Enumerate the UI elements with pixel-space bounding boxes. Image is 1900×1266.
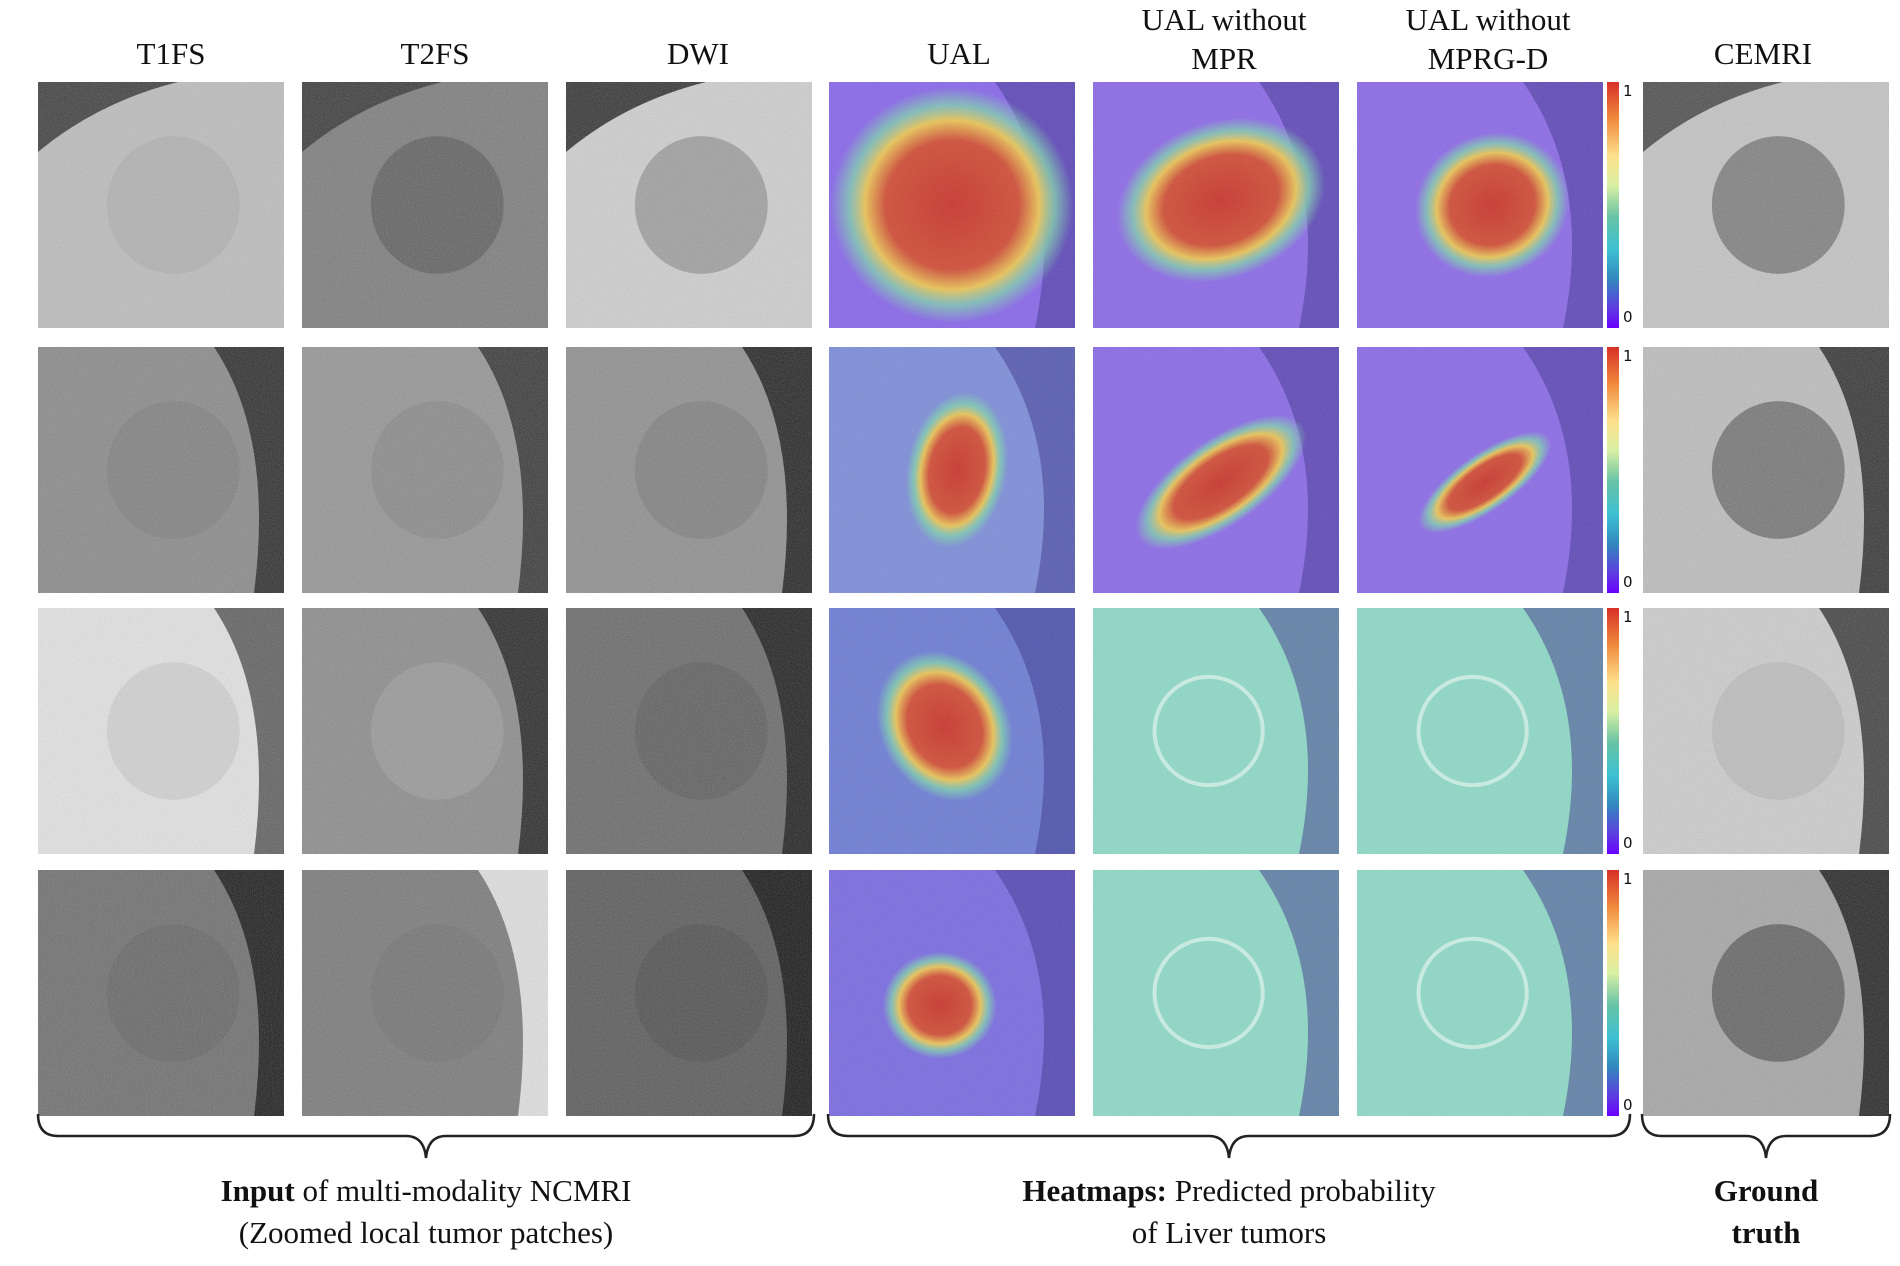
- image-tile-t2fs: [302, 870, 548, 1116]
- column-header-ual-without-mpr: UAL without MPR: [1087, 0, 1361, 78]
- colorbar: 1 0: [1607, 82, 1633, 328]
- image-tile-t1fs: [38, 870, 284, 1116]
- heatmaps-caption: Heatmaps: Predicted probability of Liver…: [826, 1170, 1632, 1254]
- heatmaps-caption-line2: of Liver tumors: [1131, 1215, 1327, 1250]
- ground-truth-brace: [1640, 1113, 1892, 1159]
- ground-truth-caption-bold: Ground: [1713, 1173, 1819, 1208]
- image-tile-ual: [829, 608, 1075, 854]
- input-brace: [36, 1113, 816, 1159]
- ground-truth-caption: Ground truth: [1640, 1170, 1892, 1254]
- column-header-line2: MPRG-D: [1427, 41, 1549, 76]
- heatmaps-caption-bold: Heatmaps:: [1022, 1173, 1168, 1208]
- colorbar-min-label: 0: [1623, 1096, 1633, 1114]
- image-tile-ual: [829, 82, 1075, 328]
- colorbar-gradient: [1607, 347, 1619, 593]
- colorbar: 1 0: [1607, 870, 1633, 1116]
- column-header-t2fs: T2FS: [298, 34, 572, 73]
- column-header-t1fs: T1FS: [34, 34, 308, 73]
- colorbar-min-label: 0: [1623, 834, 1633, 852]
- column-header-line1: T1FS: [136, 36, 206, 71]
- image-tile-t1fs: [38, 608, 284, 854]
- column-header-line1: UAL: [927, 36, 991, 71]
- input-caption: Input of multi-modality NCMRI (Zoomed lo…: [36, 1170, 816, 1254]
- image-tile-t1fs: [38, 347, 284, 593]
- colorbar-max-label: 1: [1623, 608, 1633, 626]
- column-header-line1: CEMRI: [1713, 36, 1813, 71]
- image-tile-dwi: [566, 608, 812, 854]
- image-tile-cemri: [1643, 870, 1889, 1116]
- image-tile-ual-without-mpr: [1093, 82, 1339, 328]
- image-tile-t2fs: [302, 347, 548, 593]
- image-tile-ual-without-mpr: [1093, 347, 1339, 593]
- image-tile-t1fs: [38, 82, 284, 328]
- image-tile-t2fs: [302, 608, 548, 854]
- image-tile-ual-without-mpr: [1093, 870, 1339, 1116]
- colorbar-max-label: 1: [1623, 82, 1633, 100]
- image-tile-ual: [829, 347, 1075, 593]
- image-tile-t2fs: [302, 82, 548, 328]
- image-tile-ual-without-mprg-d: [1357, 608, 1603, 854]
- column-header-cemri: CEMRI: [1626, 34, 1900, 73]
- image-tile-dwi: [566, 82, 812, 328]
- heatmaps-brace: [826, 1113, 1632, 1159]
- colorbar-max-label: 1: [1623, 347, 1633, 365]
- column-header-line2: MPR: [1191, 41, 1257, 76]
- image-tile-ual-without-mprg-d: [1357, 347, 1603, 593]
- input-caption-line2: (Zoomed local tumor patches): [238, 1215, 614, 1250]
- image-tile-dwi: [566, 870, 812, 1116]
- column-header-line1: UAL without: [1141, 2, 1307, 37]
- column-header-line1: T2FS: [400, 36, 470, 71]
- colorbar-gradient: [1607, 870, 1619, 1116]
- ground-truth-caption-line2: truth: [1731, 1215, 1801, 1250]
- image-tile-cemri: [1643, 608, 1889, 854]
- column-header-ual-without-mprg-d: UAL without MPRG-D: [1351, 0, 1625, 78]
- colorbar-gradient: [1607, 82, 1619, 328]
- colorbar-max-label: 1: [1623, 870, 1633, 888]
- image-tile-ual: [829, 870, 1075, 1116]
- heatmaps-caption-rest: Predicted probability: [1167, 1173, 1436, 1208]
- colorbar-min-label: 0: [1623, 573, 1633, 591]
- colorbar-min-label: 0: [1623, 308, 1633, 326]
- column-header-ual: UAL: [822, 34, 1096, 73]
- colorbar-gradient: [1607, 608, 1619, 854]
- image-tile-ual-without-mpr: [1093, 608, 1339, 854]
- column-header-dwi: DWI: [561, 34, 835, 73]
- image-tile-cemri: [1643, 82, 1889, 328]
- image-tile-ual-without-mprg-d: [1357, 870, 1603, 1116]
- input-caption-bold: Input: [220, 1173, 295, 1208]
- input-caption-rest: of multi-modality NCMRI: [294, 1173, 632, 1208]
- column-header-line1: DWI: [667, 36, 729, 71]
- image-tile-cemri: [1643, 347, 1889, 593]
- image-tile-dwi: [566, 347, 812, 593]
- image-tile-ual-without-mprg-d: [1357, 82, 1603, 328]
- column-header-line1: UAL without: [1405, 2, 1571, 37]
- colorbar: 1 0: [1607, 608, 1633, 854]
- colorbar: 1 0: [1607, 347, 1633, 593]
